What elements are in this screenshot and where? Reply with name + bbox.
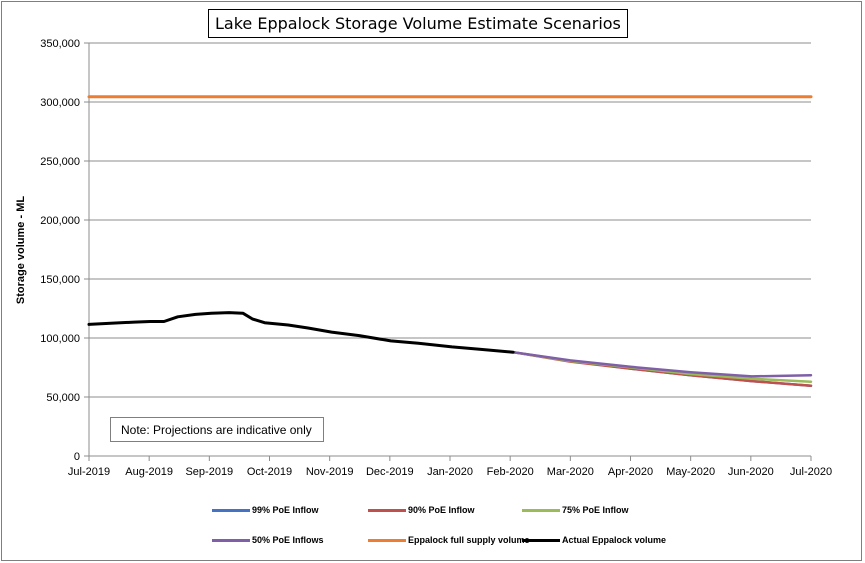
legend-label: 90% PoE Inflow <box>408 505 475 515</box>
x-tick-label: Nov-2019 <box>306 466 354 478</box>
x-tick-label: Mar-2020 <box>547 466 594 478</box>
y-tick-label: 0 <box>74 451 80 463</box>
series-lines <box>87 95 813 388</box>
x-tick-label: Sep-2019 <box>185 466 233 478</box>
y-axis-title: Storage volume - ML <box>15 196 27 304</box>
legend-swatch <box>522 508 560 512</box>
projection-note: Note: Projections are indicative only <box>110 417 324 442</box>
y-tick-label: 350,000 <box>40 38 80 50</box>
y-tick-label: 50,000 <box>46 392 80 404</box>
legend-label: 75% PoE Inflow <box>562 505 629 515</box>
legend-swatch <box>212 508 250 512</box>
legend-swatch <box>368 538 406 542</box>
legend-label: 99% PoE Inflow <box>252 505 319 515</box>
x-tick-label: Feb-2020 <box>487 466 534 478</box>
legend-item-99-poe: 99% PoE Inflow <box>212 503 319 517</box>
x-tick-label: Oct-2019 <box>247 466 292 478</box>
legend-label: Eppalock full supply volume <box>408 535 530 545</box>
y-tick-label: 200,000 <box>40 215 80 227</box>
y-tick-label: 250,000 <box>40 156 80 168</box>
legend-label: 50% PoE Inflows <box>252 535 324 545</box>
x-tick-label: Aug-2019 <box>125 466 173 478</box>
legend-item-50-poe: 50% PoE Inflows <box>212 533 324 547</box>
legend-item-90-poe: 90% PoE Inflow <box>368 503 475 517</box>
legend-swatch <box>212 538 250 542</box>
gridlines <box>89 42 811 398</box>
y-tick-label: 150,000 <box>40 274 80 286</box>
y-axis-tick-labels: 0 50,000 100,000 150,000 200,000 250,000 300,0… <box>40 38 80 463</box>
y-tick-label: 100,000 <box>40 333 80 345</box>
y-tick-label: 300,000 <box>40 97 80 109</box>
x-tick-label: Apr-2020 <box>608 466 653 478</box>
chart-title: Lake Eppalock Storage Volume Estimate Sc… <box>208 9 628 38</box>
legend-item-full-supply: Eppalock full supply volume <box>368 533 530 547</box>
x-tick-label: Dec-2019 <box>366 466 414 478</box>
series-line-actual-eppalock-volume <box>87 311 515 354</box>
legend-label: Actual Eppalock volume <box>562 535 667 545</box>
x-tick-label: May-2020 <box>666 466 715 478</box>
x-tick-label: Jun-2020 <box>728 466 774 478</box>
x-axis-tick-labels: Jul-2019 Aug-2019 Sep-2019 Oct-2019 Nov-2019… <box>68 466 832 478</box>
x-tick-label: Jan-2020 <box>427 466 473 478</box>
legend-item-actual-volume: Actual Eppalock volume <box>522 533 666 547</box>
axes <box>84 42 812 461</box>
legend-item-75-poe: 75% PoE Inflow <box>522 503 629 517</box>
x-tick-label: Jul-2020 <box>790 466 832 478</box>
legend-swatch <box>368 508 406 512</box>
x-tick-label: Jul-2019 <box>68 466 110 478</box>
series-line-50-poe-inflows <box>511 350 813 378</box>
legend-swatch <box>522 538 560 542</box>
